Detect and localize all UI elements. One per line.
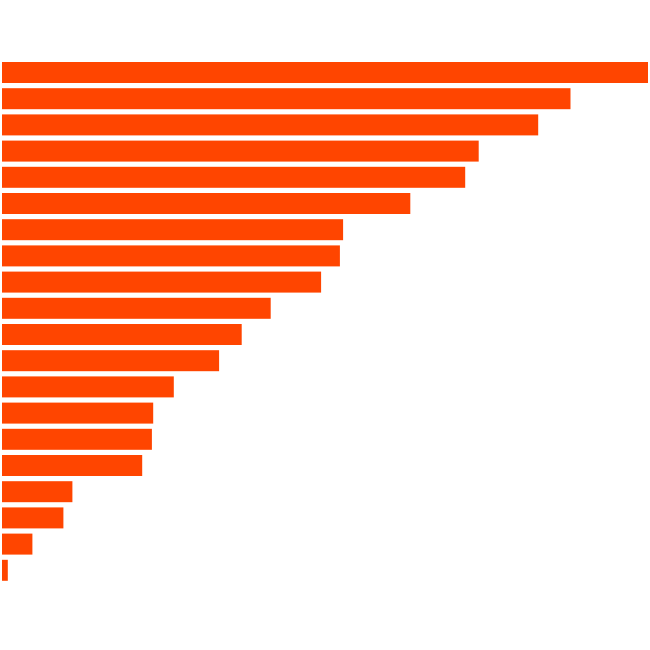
bar-7 [2, 219, 344, 241]
bar-12 [2, 350, 220, 372]
bar-9 [2, 271, 322, 293]
bar-14 [2, 402, 154, 424]
bar-13 [2, 376, 174, 398]
bar-4 [2, 140, 479, 162]
bar-10 [2, 297, 271, 319]
bar-15 [2, 428, 152, 450]
bar-18 [2, 507, 64, 529]
bar-11 [2, 324, 242, 345]
bar-8 [2, 245, 340, 267]
bar-6 [2, 193, 411, 214]
bar-17 [2, 481, 73, 503]
bar-2 [2, 88, 571, 110]
bars-group [2, 62, 648, 581]
bar-5 [2, 166, 466, 188]
bar-3 [2, 114, 539, 136]
bar-1 [2, 62, 648, 83]
bar-20 [2, 559, 8, 581]
bar-19 [2, 533, 33, 555]
bar-16 [2, 455, 143, 476]
